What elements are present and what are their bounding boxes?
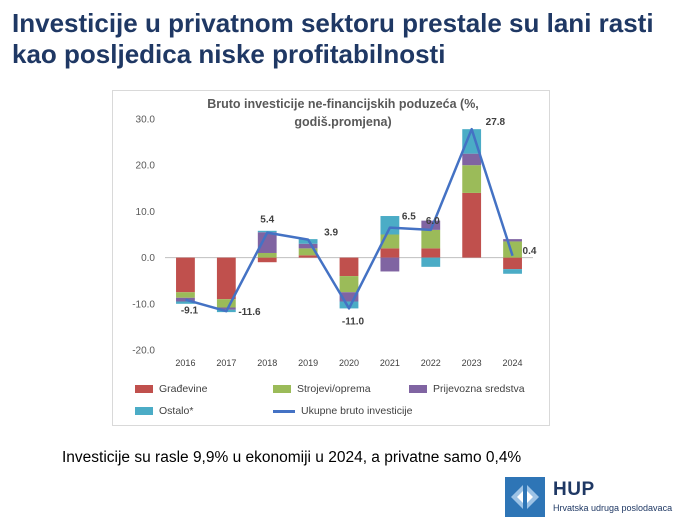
hup-logo-name: HUP [553,479,595,500]
bar-segment-2020-3 [339,301,359,309]
y-tick-label: 0.0 [141,253,155,264]
bar-segment-2020-0 [339,257,359,277]
y-tick-label: 30.0 [136,115,156,126]
bar-segment-2024-3 [503,269,522,274]
bar-segment-2018-1 [257,252,277,258]
total-investment-line [185,127,514,313]
hup-logo-subtitle: Hrvatska udruga poslodavaca [553,503,673,513]
legend-label-prijevozna: Prijevozna sredstva [433,383,525,395]
bar-segment-2018-2 [257,232,277,253]
legend-swatch-strojevi [273,385,291,393]
legend-item-prijevozna: Prijevozna sredstva [409,383,525,395]
x-tick-label: 2022 [421,358,441,368]
legend-swatch-gradevine [135,385,153,393]
chart-title: Bruto investicije ne-financijskih poduze… [153,95,533,131]
bar-segment-2024-2 [503,239,522,242]
x-tick-label: 2023 [462,358,482,368]
bar-segment-2023-0 [462,192,482,258]
x-tick-label: 2020 [339,358,359,368]
legend-swatch-ostalo [135,407,153,415]
y-tick-label: -10.0 [132,299,155,310]
legend-item-gradevine: Građevine [135,383,207,395]
bar-segment-2024-0 [503,257,522,270]
bar-segment-2017-0 [216,257,236,300]
chart-container: Bruto investicije ne-financijskih poduze… [112,90,550,426]
legend-swatch-prijevozna [409,385,427,393]
bar-segment-2016-0 [176,257,195,293]
legend-item-strojevi: Strojevi/oprema [273,383,371,395]
bar-segment-2016-1 [176,292,195,298]
x-tick-label: 2024 [503,358,523,368]
bar-segment-2018-0 [257,257,277,263]
bar-segment-2024-1 [503,241,522,258]
bar-segment-2019-2 [298,243,318,249]
chart-title-line-1: Bruto investicije ne-financijskih poduze… [207,97,479,111]
data-label: 0.4 [523,246,537,257]
x-tick-label: 2016 [175,358,195,368]
bar-segment-2022-1 [421,229,441,249]
data-label: -9.1 [181,306,199,317]
y-tick-label: -20.0 [132,346,155,357]
bar-segment-2021-3 [380,216,400,235]
legend-label-ostalo: Ostalo* [159,405,194,417]
slide-caption: Investicije su rasle 9,9% u ekonomiji u … [62,449,522,466]
bar-segment-2019-0 [298,255,318,258]
data-label: -11.0 [342,316,365,327]
chart-title-line-2: godiš.promjena) [294,115,392,129]
x-tick-label: 2019 [298,358,318,368]
data-label: 6.0 [426,216,440,227]
y-tick-label: 10.0 [136,207,156,218]
bar-segment-2022-3 [421,257,441,267]
legend-label-gradevine: Građevine [159,383,208,395]
data-label: 3.9 [324,228,338,239]
bar-segment-2016-3 [176,301,195,304]
bar-segment-2020-2 [339,292,359,302]
x-tick-label: 2018 [257,358,277,368]
hup-logo: HUP Hrvatska udruga poslodavaca [505,477,695,519]
data-label: 5.4 [260,215,274,226]
chart-legend: Građevine Strojevi/oprema Prijevozna sre… [113,379,549,425]
bar-segment-2022-0 [421,248,441,258]
bar-segment-2022-2 [421,220,441,230]
legend-item-ukupne: Ukupne bruto investicije [273,405,412,417]
legend-line-ukupne [273,409,295,413]
bar-segment-2021-0 [380,248,400,258]
x-tick-label: 2021 [380,358,400,368]
bar-segment-2023-2 [462,153,482,166]
y-tick-label: 20.0 [136,161,156,172]
investment-chart: 30.0 20.0 10.0 0.0 -10.0 -20.0 2016 2017 2018 201… [132,115,537,369]
bar-segment-2020-1 [339,276,359,293]
hup-logo-mark-icon [505,477,545,517]
bar-segment-2021-2 [380,257,400,272]
bar-segment-2019-1 [298,248,318,256]
data-label: -11.6 [238,307,261,318]
legend-item-ostalo: Ostalo* [135,405,193,417]
legend-label-strojevi: Strojevi/oprema [297,383,371,395]
slide-title: Investicije u privatnom sektoru prestale… [12,8,654,69]
bar-segment-2017-1 [216,299,236,308]
legend-label-ukupne: Ukupne bruto investicije [301,405,413,417]
data-label: 6.5 [402,212,416,223]
bar-segment-2023-1 [462,165,482,193]
data-label: 27.8 [486,117,506,128]
x-tick-label: 2017 [216,358,236,368]
